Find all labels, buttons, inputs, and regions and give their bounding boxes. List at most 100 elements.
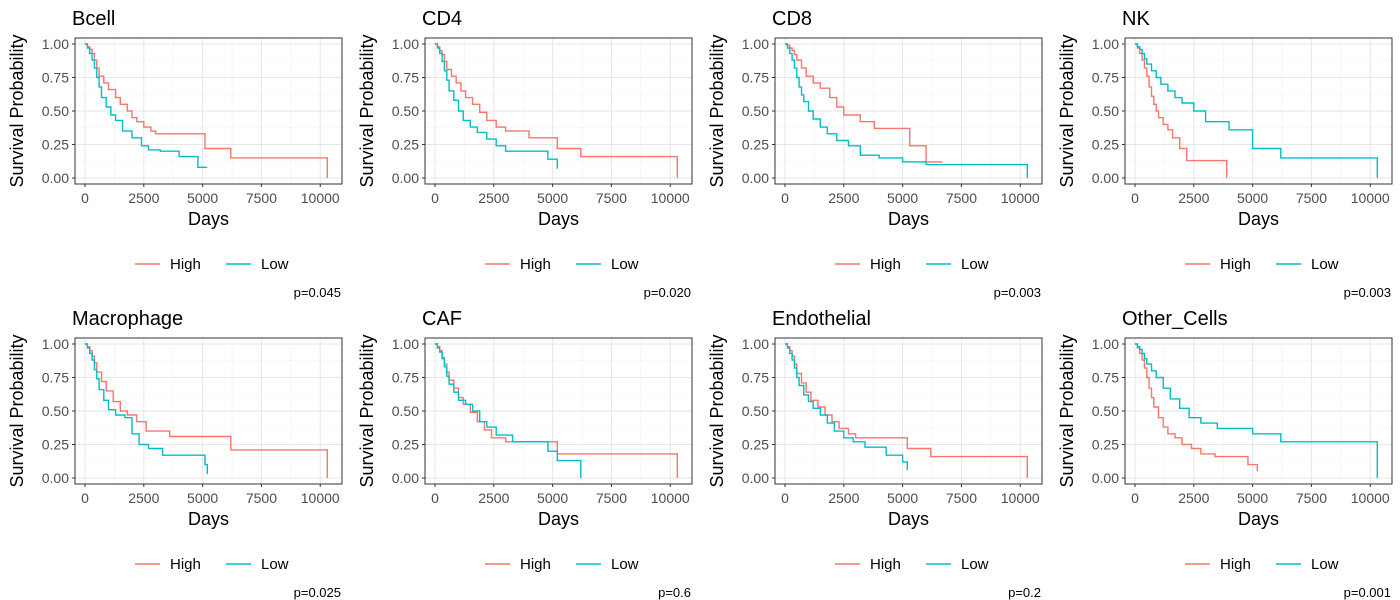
y-tick-label: 0.50 [42, 103, 69, 119]
x-tick-label: 7500 [946, 490, 977, 506]
km-curve-low [435, 343, 582, 478]
y-tick-label: 0.75 [1092, 70, 1119, 86]
legend-label-high: High [520, 556, 551, 573]
y-tick-label: 1.00 [392, 36, 419, 52]
panel-3: NK 0.00 0.25 0.50 0.75 1.00 0 2500 5000 7500 10000… [1057, 8, 1393, 300]
y-tick-label: 0.00 [42, 170, 69, 186]
y-tick-label: 1.00 [1092, 36, 1119, 52]
y-tick-label: 0.25 [392, 137, 419, 153]
y-tick-label: 0.25 [392, 437, 419, 453]
x-tick-label: 7500 [946, 190, 977, 206]
y-tick-label: 0.50 [392, 403, 419, 419]
km-curve-high [785, 43, 943, 163]
x-tick-label: 7500 [1296, 490, 1327, 506]
legend-label-high: High [520, 256, 551, 273]
y-tick-label: 0.75 [742, 370, 769, 386]
x-tick-label: 2500 [1178, 490, 1209, 506]
panel-title: CD8 [772, 8, 812, 30]
x-tick-label: 10000 [301, 190, 340, 206]
x-tick-label: 10000 [651, 190, 690, 206]
y-tick-label: 0.00 [1092, 470, 1119, 486]
y-tick-label: 0.00 [742, 470, 769, 486]
x-tick-label: 7500 [1296, 190, 1327, 206]
x-axis-label: Days [1238, 509, 1279, 529]
legend-label-low: Low [961, 556, 989, 573]
y-axis-label: Survival Probability [7, 34, 27, 187]
y-axis-label: Survival Probability [357, 334, 377, 487]
x-tick-label: 0 [431, 190, 439, 206]
km-curve-low [1135, 343, 1378, 478]
y-tick-label: 0.75 [42, 70, 69, 86]
x-tick-label: 7500 [596, 190, 627, 206]
y-tick-label: 0.50 [1092, 103, 1119, 119]
y-tick-label: 0.25 [1092, 437, 1119, 453]
x-tick-label: 0 [81, 490, 89, 506]
y-tick-label: 0.25 [742, 437, 769, 453]
p-value: p=0.020 [644, 285, 691, 300]
y-tick-label: 1.00 [1092, 336, 1119, 352]
y-tick-label: 0.25 [42, 437, 69, 453]
y-axis-label: Survival Probability [7, 334, 27, 487]
x-tick-label: 7500 [246, 490, 277, 506]
panel-2: CD8 0.00 0.25 0.50 0.75 1.00 0 2500 5000 7500 1000… [707, 8, 1043, 300]
x-axis-label: Days [188, 509, 229, 529]
y-tick-label: 0.00 [392, 470, 419, 486]
x-axis-label: Days [888, 209, 929, 229]
x-tick-label: 5000 [537, 190, 568, 206]
legend-label-low: Low [261, 556, 289, 573]
x-tick-label: 0 [1131, 490, 1139, 506]
y-tick-label: 0.75 [742, 70, 769, 86]
y-tick-label: 0.25 [1092, 137, 1119, 153]
y-tick-label: 1.00 [742, 36, 769, 52]
legend-label-low: Low [611, 556, 639, 573]
x-tick-label: 10000 [301, 490, 340, 506]
y-tick-label: 0.00 [742, 170, 769, 186]
x-tick-label: 10000 [1001, 490, 1040, 506]
p-value: p=0.001 [1344, 585, 1391, 600]
x-tick-label: 5000 [187, 190, 218, 206]
x-tick-label: 0 [431, 490, 439, 506]
legend-label-high: High [870, 556, 901, 573]
legend-label-low: Low [961, 256, 989, 273]
x-tick-label: 0 [781, 490, 789, 506]
panel-5: CAF 0.00 0.25 0.50 0.75 1.00 0 2500 5000 7500 1000… [357, 308, 693, 600]
x-tick-label: 0 [781, 190, 789, 206]
x-tick-label: 2500 [128, 190, 159, 206]
legend-label-low: Low [1311, 556, 1339, 573]
y-tick-label: 0.50 [42, 403, 69, 419]
panel-title: Macrophage [72, 308, 183, 330]
x-tick-label: 2500 [478, 190, 509, 206]
y-tick-label: 0.75 [392, 70, 419, 86]
panel-7: Other_Cells 0.00 0.25 0.50 0.75 1.00 0 2500 5000… [1057, 308, 1393, 600]
km-curve-low [435, 43, 558, 169]
p-value: p=0.045 [294, 285, 341, 300]
x-tick-label: 5000 [1237, 190, 1268, 206]
km-curve-high [1135, 43, 1228, 178]
x-tick-label: 2500 [1178, 190, 1209, 206]
x-tick-label: 10000 [1351, 490, 1390, 506]
x-tick-label: 10000 [651, 490, 690, 506]
legend-label-high: High [870, 256, 901, 273]
km-curve-high [85, 343, 328, 478]
km-curve-low [85, 343, 208, 474]
x-tick-label: 2500 [478, 490, 509, 506]
km-curve-low [785, 43, 1028, 178]
panel-title: CD4 [422, 8, 462, 30]
legend-label-low: Low [261, 256, 289, 273]
legend-label-high: High [170, 556, 201, 573]
y-tick-label: 0.50 [742, 103, 769, 119]
y-tick-label: 0.75 [392, 370, 419, 386]
y-tick-label: 1.00 [42, 336, 69, 352]
x-tick-label: 5000 [887, 490, 918, 506]
y-tick-label: 0.00 [42, 470, 69, 486]
km-curve-low [785, 343, 908, 470]
x-tick-label: 0 [1131, 190, 1139, 206]
x-tick-label: 0 [81, 190, 89, 206]
y-axis-label: Survival Probability [1057, 334, 1077, 487]
y-tick-label: 0.50 [742, 403, 769, 419]
x-axis-label: Days [538, 509, 579, 529]
km-curve-low [85, 43, 208, 168]
x-tick-label: 5000 [537, 490, 568, 506]
y-axis-label: Survival Probability [707, 334, 727, 487]
